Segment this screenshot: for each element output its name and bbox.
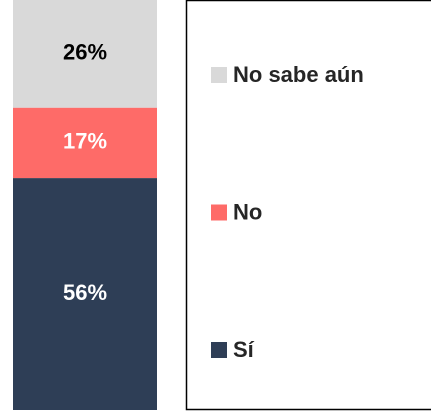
data-label: 26% [63, 40, 107, 65]
data-label: 17% [63, 129, 107, 154]
legend-box [185, 0, 431, 411]
legend-swatch [211, 342, 227, 358]
legend-label: No sabe aún [233, 62, 364, 87]
bar-segment [13, 107, 157, 179]
legend-label: No [233, 199, 262, 224]
data-label: 56% [63, 280, 107, 305]
bar-segment [13, 178, 157, 410]
bar-segment [13, 0, 157, 108]
legend-swatch [211, 204, 227, 221]
legend-swatch [211, 67, 227, 83]
legend-label: Sí [233, 337, 255, 362]
